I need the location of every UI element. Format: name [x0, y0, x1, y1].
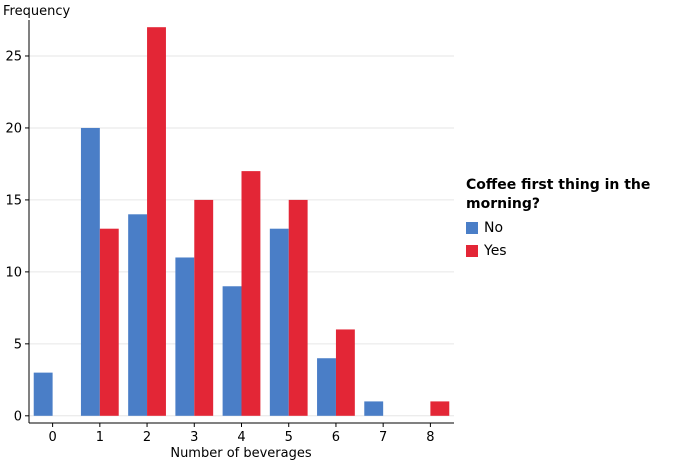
x-tick-label: 3: [190, 430, 198, 445]
legend-item-no[interactable]: No: [466, 218, 686, 237]
y-tick-label: 20: [5, 121, 22, 136]
bar-yes-8[interactable]: [430, 401, 450, 416]
y-tick-label: 5: [14, 337, 22, 352]
legend: Coffee first thing in the morning? No Ye…: [466, 176, 686, 260]
bar-yes-4[interactable]: [241, 171, 261, 416]
bar-no-3[interactable]: [175, 257, 195, 416]
x-axis-title: Number of beverages: [170, 446, 312, 461]
bar-no-7[interactable]: [364, 401, 384, 416]
y-tick-labels: 0 5 10 15 20 25: [5, 49, 29, 424]
bar-yes-3[interactable]: [194, 199, 214, 416]
x-tick-label: 7: [379, 430, 387, 445]
x-tick-label: 6: [332, 430, 340, 445]
legend-label-yes: Yes: [484, 242, 507, 259]
y-axis-title: Frequency: [3, 4, 70, 19]
legend-swatch-yes: [466, 244, 478, 257]
y-tick-label: 15: [5, 193, 22, 208]
x-tick-label: 4: [237, 430, 245, 445]
bar-no-6[interactable]: [317, 358, 336, 416]
x-tick-labels: 0 1 2 3 4 5 6 7 8: [48, 423, 435, 445]
legend-swatch-no: [466, 221, 478, 234]
x-tick-label: 5: [285, 430, 293, 445]
bar-yes-2[interactable]: [147, 27, 166, 416]
bar-no-1[interactable]: [80, 127, 100, 416]
bars: [33, 27, 450, 416]
legend-label-no: No: [484, 219, 504, 236]
x-tick-label: 1: [96, 430, 104, 445]
legend-item-yes[interactable]: Yes: [466, 241, 686, 260]
y-tick-label: 10: [5, 265, 22, 280]
bar-no-2[interactable]: [128, 214, 148, 416]
bar-no-0[interactable]: [33, 372, 53, 416]
y-tick-label: 0: [14, 409, 22, 424]
legend-title: Coffee first thing in the morning?: [466, 177, 651, 212]
x-tick-label: 8: [426, 430, 434, 445]
bar-yes-5[interactable]: [288, 199, 308, 416]
bar-yes-1[interactable]: [99, 228, 119, 416]
x-tick-label: 0: [48, 430, 56, 445]
bar-yes-6[interactable]: [335, 329, 355, 416]
x-tick-label: 2: [143, 430, 151, 445]
y-tick-label: 25: [5, 49, 22, 64]
bar-no-4[interactable]: [222, 286, 242, 416]
bar-no-5[interactable]: [269, 228, 289, 416]
